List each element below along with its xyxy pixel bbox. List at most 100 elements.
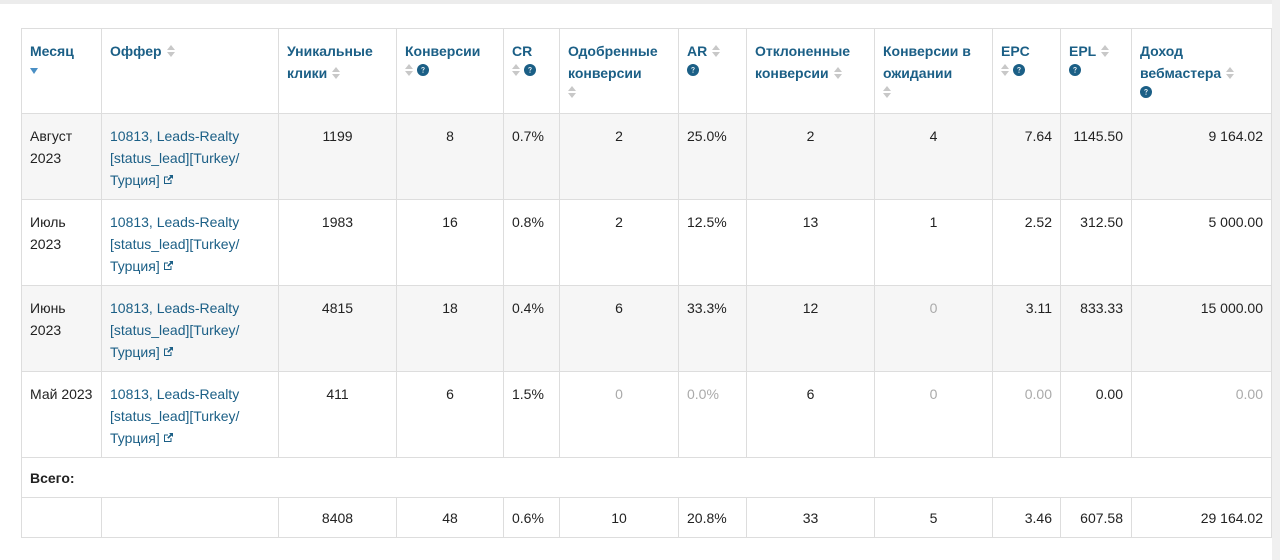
cell-offer: 10813, Leads-Realty [status_lead][Turkey…: [101, 371, 279, 458]
header-label-unique-clicks: Уникальные клики: [287, 43, 373, 81]
cell-epl: 1145.50: [1060, 113, 1132, 200]
question-circle-icon[interactable]: [687, 64, 699, 77]
cell-rejected: 13: [746, 199, 875, 286]
external-link-icon: [163, 346, 174, 357]
header-label-epc: EPC: [1001, 43, 1030, 59]
cell-month: Май 2023: [21, 371, 102, 458]
cell-cr: 0.4%: [503, 285, 560, 372]
cell-month: Август 2023: [21, 113, 102, 200]
total-epl: 607.58: [1060, 497, 1132, 538]
cell-epc: 7.64: [992, 113, 1061, 200]
cell-rejected: 12: [746, 285, 875, 372]
question-circle-icon[interactable]: [1069, 64, 1081, 77]
sort-both-icon[interactable]: [332, 66, 341, 80]
cell-income: 5 000.00: [1131, 199, 1272, 286]
offer-link[interactable]: 10813, Leads-Realty [status_lead][Turkey…: [110, 214, 239, 274]
header-label-offer: Оффер: [110, 43, 162, 59]
cell-epl: 312.50: [1060, 199, 1132, 286]
cell-unique-clicks: 4815: [278, 285, 397, 372]
total-conversions: 48: [396, 497, 504, 538]
cell-cr: 1.5%: [503, 371, 560, 458]
header-row: Месяц Оффер Уникальные клики Конверсии: [21, 28, 1272, 114]
total-rejected: 33: [746, 497, 875, 538]
offer-link[interactable]: 10813, Leads-Realty [status_lead][Turkey…: [110, 300, 239, 360]
cell-epc: 0.00: [992, 371, 1061, 458]
cell-pending: 1: [874, 199, 993, 286]
column-header-ar[interactable]: AR: [678, 28, 747, 114]
cell-ar: 0.0%: [678, 371, 747, 458]
top-divider: [0, 0, 1272, 4]
column-header-income[interactable]: Доход вебмастера: [1131, 28, 1272, 114]
offer-link-text: 10813, Leads-Realty [status_lead][Turkey…: [110, 386, 240, 446]
cell-epl: 833.33: [1060, 285, 1132, 372]
column-header-rejected[interactable]: Отклоненные конверсии: [746, 28, 875, 114]
header-label-cr: CR: [512, 43, 533, 59]
external-link-icon: [163, 174, 174, 185]
cell-approved: 2: [559, 113, 679, 200]
cell-conversions: 18: [396, 285, 504, 372]
column-header-conversions[interactable]: Конверсии: [396, 28, 504, 114]
cell-offer: 10813, Leads-Realty [status_lead][Turkey…: [101, 285, 279, 372]
total-epc: 3.46: [992, 497, 1061, 538]
cell-unique-clicks: 411: [278, 371, 397, 458]
table-row: Июль 2023 10813, Leads-Realty [status_le…: [21, 199, 1272, 286]
column-header-cr[interactable]: CR: [503, 28, 560, 114]
cell-income: 15 000.00: [1131, 285, 1272, 372]
column-header-pending[interactable]: Конверсии в ожидании: [874, 28, 993, 114]
column-header-approved[interactable]: Одобренные конверсии: [559, 28, 679, 114]
cell-offer: 10813, Leads-Realty [status_lead][Turkey…: [101, 113, 279, 200]
question-circle-icon[interactable]: [523, 64, 536, 77]
cell-epl: 0.00: [1060, 371, 1132, 458]
question-circle-icon[interactable]: [1140, 86, 1152, 99]
total-pending: 5: [874, 497, 993, 538]
sort-both-icon[interactable]: [405, 63, 413, 77]
total-income: 29 164.02: [1131, 497, 1272, 538]
total-month: [21, 497, 102, 538]
sort-both-icon[interactable]: [1226, 66, 1235, 80]
column-header-offer[interactable]: Оффер: [101, 28, 279, 114]
total-unique-clicks: 8408: [278, 497, 397, 538]
cell-pending: 0: [874, 285, 993, 372]
column-header-epc[interactable]: EPC: [992, 28, 1061, 114]
cell-pending: 4: [874, 113, 993, 200]
sort-both-icon[interactable]: [833, 66, 842, 80]
cell-pending: 0: [874, 371, 993, 458]
cell-month: Июнь 2023: [21, 285, 102, 372]
header-label-epl: EPL: [1069, 43, 1097, 59]
monthly-stats-table: Месяц Оффер Уникальные клики Конверсии: [21, 28, 1272, 538]
column-header-epl[interactable]: EPL: [1060, 28, 1132, 114]
cell-ar: 33.3%: [678, 285, 747, 372]
cell-approved: 6: [559, 285, 679, 372]
question-circle-icon[interactable]: [1012, 64, 1025, 77]
cell-unique-clicks: 1983: [278, 199, 397, 286]
total-label-row: Всего:: [21, 457, 1272, 498]
sort-both-icon[interactable]: [568, 85, 576, 99]
sort-both-icon[interactable]: [1101, 44, 1110, 58]
cell-ar: 12.5%: [678, 199, 747, 286]
cell-offer: 10813, Leads-Realty [status_lead][Turkey…: [101, 199, 279, 286]
sort-both-icon[interactable]: [883, 85, 891, 99]
column-header-unique-clicks[interactable]: Уникальные клики: [278, 28, 397, 114]
cell-epc: 2.52: [992, 199, 1061, 286]
external-link-icon: [163, 260, 174, 271]
header-label-income: Доход вебмастера: [1140, 43, 1222, 81]
offer-link[interactable]: 10813, Leads-Realty [status_lead][Turkey…: [110, 386, 239, 446]
total-offer: [101, 497, 279, 538]
question-circle-icon[interactable]: [416, 64, 429, 77]
header-label-approved: Одобренные конверсии: [568, 43, 658, 81]
column-header-month[interactable]: Месяц: [21, 28, 102, 114]
sort-both-icon[interactable]: [712, 44, 721, 58]
cell-rejected: 2: [746, 113, 875, 200]
total-approved: 10: [559, 497, 679, 538]
offer-link[interactable]: 10813, Leads-Realty [status_lead][Turkey…: [110, 128, 239, 188]
cell-approved: 0: [559, 371, 679, 458]
total-ar: 20.8%: [678, 497, 747, 538]
sort-both-icon[interactable]: [512, 63, 520, 77]
cell-rejected: 6: [746, 371, 875, 458]
sort-both-icon[interactable]: [1001, 63, 1009, 77]
cell-cr: 0.7%: [503, 113, 560, 200]
sort-desc-icon[interactable]: [30, 63, 38, 77]
sort-both-icon[interactable]: [166, 44, 175, 58]
cell-month: Июль 2023: [21, 199, 102, 286]
header-label-month: Месяц: [30, 43, 74, 59]
